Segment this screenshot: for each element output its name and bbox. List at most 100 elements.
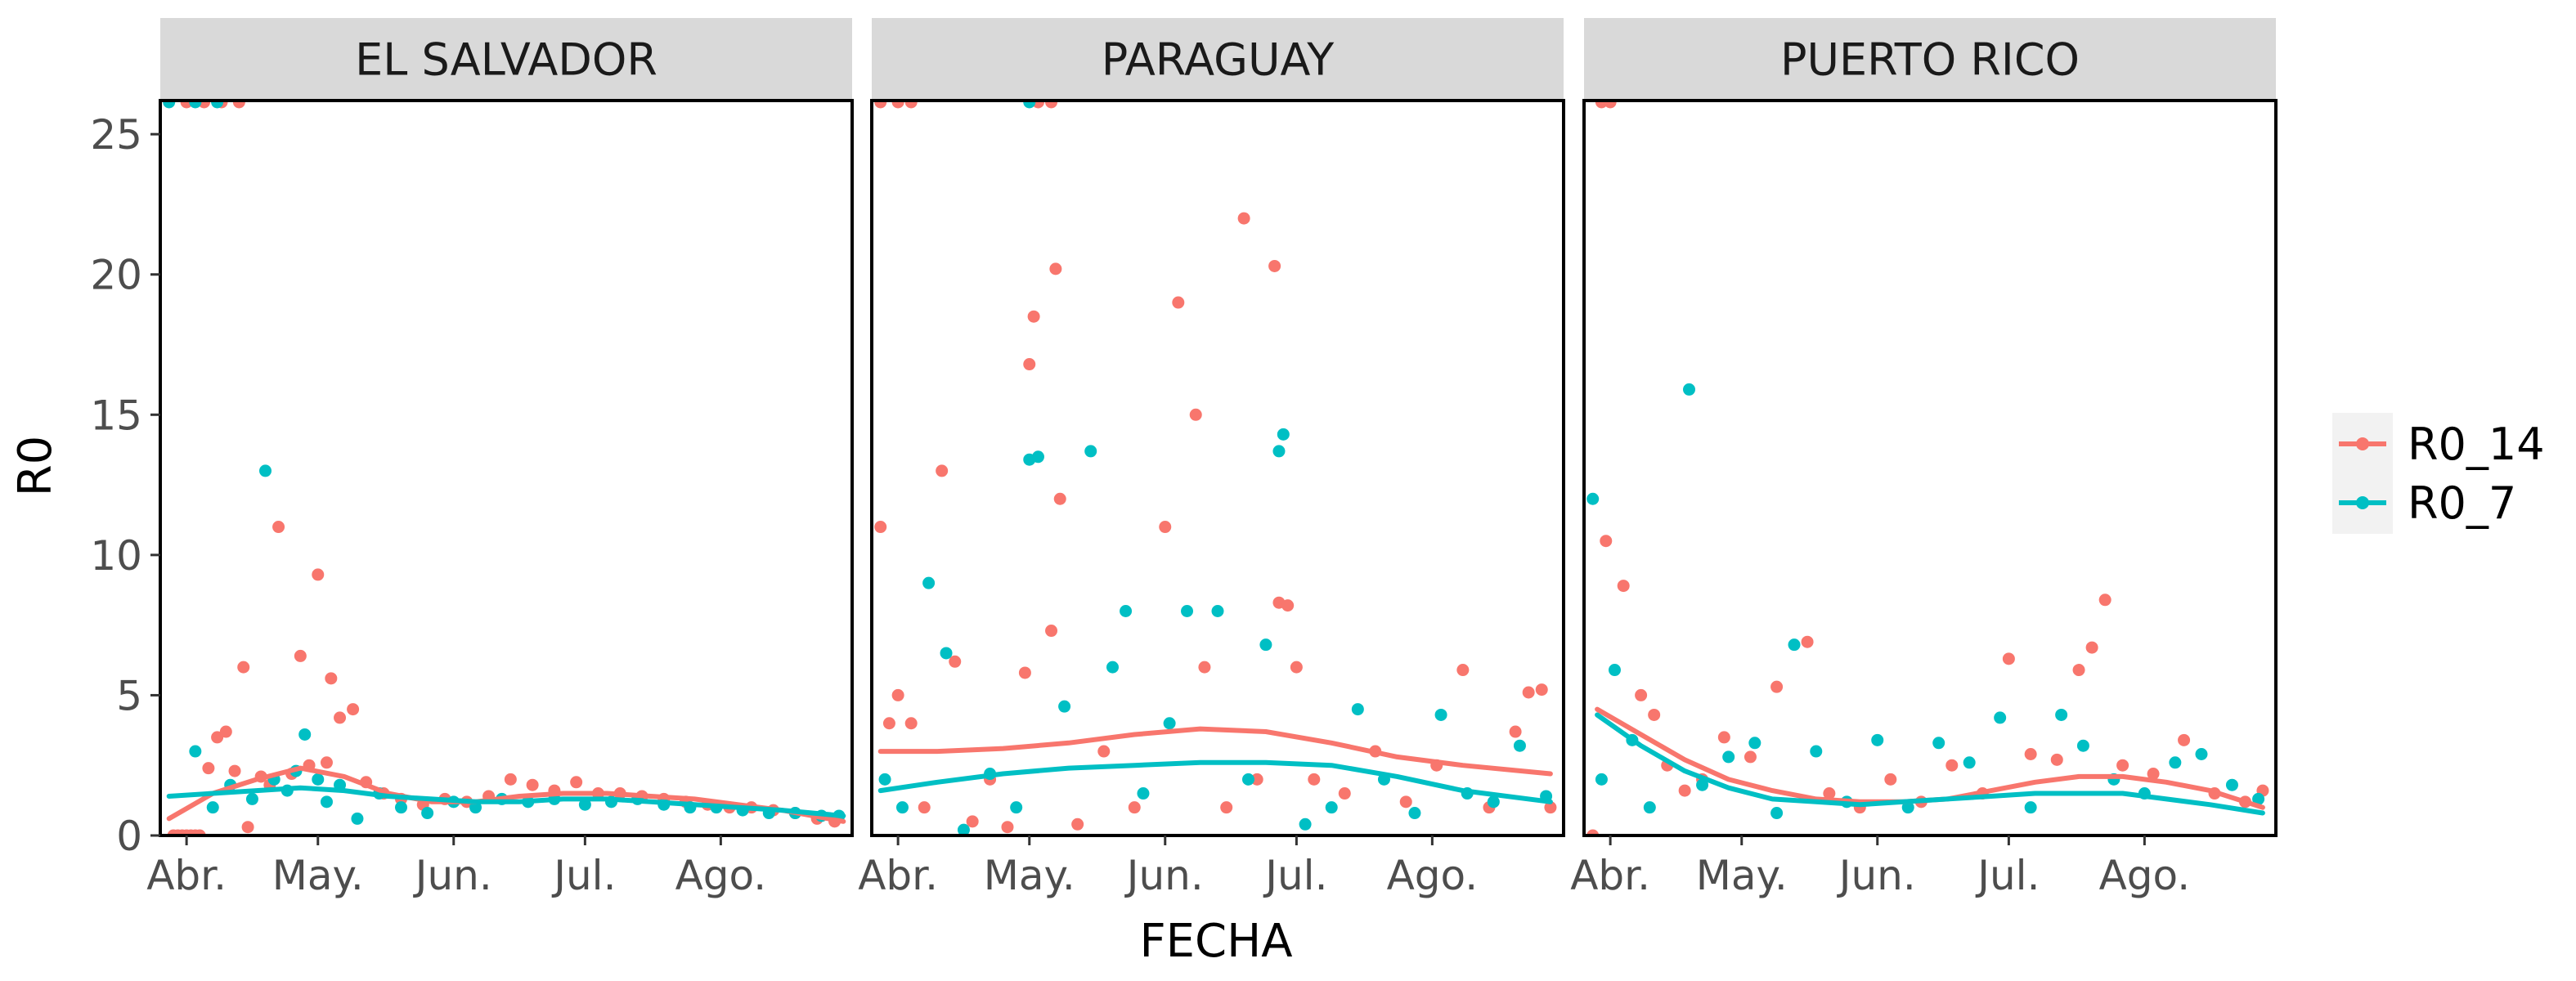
r0-14-point — [2072, 664, 2085, 677]
r0-14-point — [1544, 801, 1557, 814]
legend: R0_14 R0_7 — [2332, 413, 2545, 534]
r0-7-point — [469, 801, 482, 814]
panel-el-salvador: EL SALVADOR Abr. May. Jun. Jul. Ago. — [146, 18, 854, 899]
r0-14-point — [1198, 661, 1211, 674]
x-tick-label: Jun. — [1124, 852, 1204, 899]
r0-14-point — [2098, 594, 2112, 607]
panel-strip — [160, 18, 852, 101]
r0-7-point — [1299, 818, 1312, 831]
r0-14-offscale-point — [232, 101, 245, 109]
legend-label: R0_14 — [2408, 419, 2545, 470]
x-tick-label: Ago. — [675, 852, 767, 899]
r0-7-point — [1211, 604, 1224, 617]
r0-14-point — [918, 801, 931, 814]
legend-key-point — [2356, 437, 2369, 450]
y-tick-label: 10 — [90, 532, 142, 580]
r0-7-smooth-line — [877, 759, 1553, 804]
panel-strip — [872, 18, 1564, 101]
r0-7-point — [394, 801, 407, 814]
r0-7-offscale-point — [1023, 101, 1036, 109]
r0-14-point — [272, 521, 285, 534]
r0-14-point — [211, 731, 224, 744]
r0-7-point — [2195, 747, 2208, 760]
r0-14-point — [1250, 773, 1263, 786]
r0-7-point — [1994, 711, 2007, 724]
panel-border — [1582, 99, 2278, 837]
r0-7-point — [1513, 739, 1526, 752]
r0-14-point — [1678, 784, 1691, 797]
r0-14-point — [1220, 801, 1233, 814]
r0-7-point — [578, 798, 591, 811]
r0-14-point — [1648, 708, 1661, 721]
legend-key-point — [2356, 496, 2369, 509]
r0-7-point — [320, 795, 333, 809]
r0-14-point — [1884, 773, 1897, 786]
r0-14-point — [2178, 733, 2191, 746]
r0-7-point — [1810, 745, 1823, 758]
r0-7-point — [1277, 428, 1290, 441]
r0-14-point — [325, 672, 338, 685]
panel-strip — [1584, 18, 2276, 101]
r0-7-point — [312, 773, 325, 786]
r0-14-point — [1290, 661, 1303, 674]
r0-7-point — [1120, 604, 1133, 617]
y-tick-label: 15 — [90, 392, 142, 439]
r0-7-point — [2055, 708, 2068, 721]
r0-14-point — [936, 464, 949, 477]
r0-7-point — [421, 807, 434, 820]
y-tick-label: 5 — [116, 672, 142, 719]
r0-7-smooth-line — [166, 785, 846, 818]
r0-14-point — [1281, 599, 1295, 612]
r0-14-point — [570, 776, 583, 789]
r0-7-point — [1683, 383, 1696, 396]
r0-14-point — [219, 725, 232, 738]
r0-14-point — [1338, 787, 1351, 800]
x-tick-label: Abr. — [1570, 852, 1650, 899]
r0-7-point — [1408, 807, 1421, 820]
x-tick-label: May. — [984, 852, 1075, 899]
r0-14-point — [334, 711, 347, 724]
r0-14-point — [320, 756, 333, 769]
r0-7-point — [1643, 801, 1656, 814]
r0-7-point — [1181, 604, 1194, 617]
r0-7-point — [1901, 801, 1914, 814]
r0-14-point — [2116, 759, 2129, 772]
r0-7-point — [1272, 445, 1286, 458]
legend-item-r0-14: R0_14 — [2339, 419, 2545, 470]
r0-14-point — [1522, 686, 1535, 699]
r0-14-point — [347, 703, 360, 716]
r0-14-smooth-line — [877, 726, 1553, 777]
r0-7-offscale-point — [211, 101, 224, 109]
r0-7-smooth-line — [1595, 712, 2265, 816]
x-tick-label: Ago. — [2099, 852, 2191, 899]
r0-7-point — [2024, 801, 2037, 814]
r0-7-point — [1351, 703, 1364, 716]
r0-7-point — [1586, 492, 1600, 505]
r0-14-point — [882, 717, 895, 730]
r0-14-point — [1456, 664, 1470, 677]
r0-14-point — [1268, 259, 1281, 272]
x-tick-label: May. — [1696, 852, 1788, 899]
r0-14-point — [2024, 747, 2037, 760]
r0-14-point — [1237, 212, 1250, 225]
r0-14-point — [237, 661, 250, 674]
r0-14-point — [228, 764, 241, 777]
x-tick-label: Abr. — [146, 852, 227, 899]
r0-7-point — [1595, 773, 1608, 786]
r0-7-point — [922, 576, 936, 589]
r0-14-point — [1744, 750, 1757, 764]
r0-14-point — [2147, 768, 2160, 781]
r0-7-point — [1871, 733, 1884, 746]
r0-14-point — [1823, 787, 1836, 800]
x-tick-label: Jul. — [1263, 852, 1327, 899]
r0-7-point — [2252, 792, 2265, 805]
r0-7-point — [1788, 638, 1801, 652]
panel-title: EL SALVADOR — [355, 34, 657, 86]
r0-14-point — [202, 762, 215, 775]
r0-7-point — [1259, 638, 1272, 652]
r0-7-point — [957, 823, 970, 835]
r0-14-point — [1053, 492, 1066, 505]
panel-data — [874, 101, 1557, 835]
r0-14-point — [2050, 753, 2063, 766]
